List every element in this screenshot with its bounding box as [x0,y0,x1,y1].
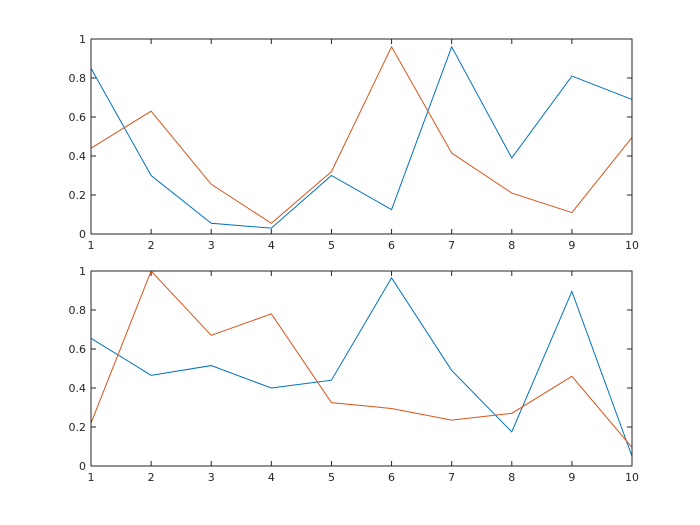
x-tick-label: 2 [148,471,155,484]
y-tick-label: 0.2 [69,421,87,434]
axes-box [90,270,633,467]
y-tick-label: 0.4 [69,150,87,163]
x-tick-label: 9 [568,471,575,484]
x-tick-label: 7 [448,471,455,484]
y-tick-label: 0 [79,228,86,241]
y-tick-label: 0 [79,460,86,473]
x-tick-label: 3 [208,239,215,252]
y-tick-label: 0.6 [69,343,87,356]
y-tick-label: 0.2 [69,189,87,202]
axes-box [90,38,633,235]
line-series [90,276,633,457]
y-tick-label: 0.8 [69,304,87,317]
x-tick-label: 5 [328,471,335,484]
x-tick-label: 6 [388,471,395,484]
y-tick-label: 1 [79,265,86,278]
plot-area [91,39,632,234]
y-tick-label: 0.4 [69,382,87,395]
x-tick-label: 10 [625,239,639,252]
x-tick-label: 1 [88,471,95,484]
x-tick-label: 8 [508,471,515,484]
y-tick-label: 1 [79,33,86,46]
x-tick-label: 9 [568,239,575,252]
line-series [90,270,633,448]
x-tick-label: 8 [508,239,515,252]
x-tick-label: 4 [268,239,275,252]
plot-area [91,271,632,466]
x-tick-label: 4 [268,471,275,484]
y-tick-label: 0.6 [69,111,87,124]
y-tick-label: 0.8 [69,72,87,85]
line-series [90,45,633,224]
x-tick-label: 2 [148,239,155,252]
x-tick-label: 7 [448,239,455,252]
x-tick-label: 1 [88,239,95,252]
x-tick-label: 5 [328,239,335,252]
line-series [90,45,633,229]
x-tick-label: 6 [388,239,395,252]
x-tick-label: 10 [625,471,639,484]
x-tick-label: 3 [208,471,215,484]
